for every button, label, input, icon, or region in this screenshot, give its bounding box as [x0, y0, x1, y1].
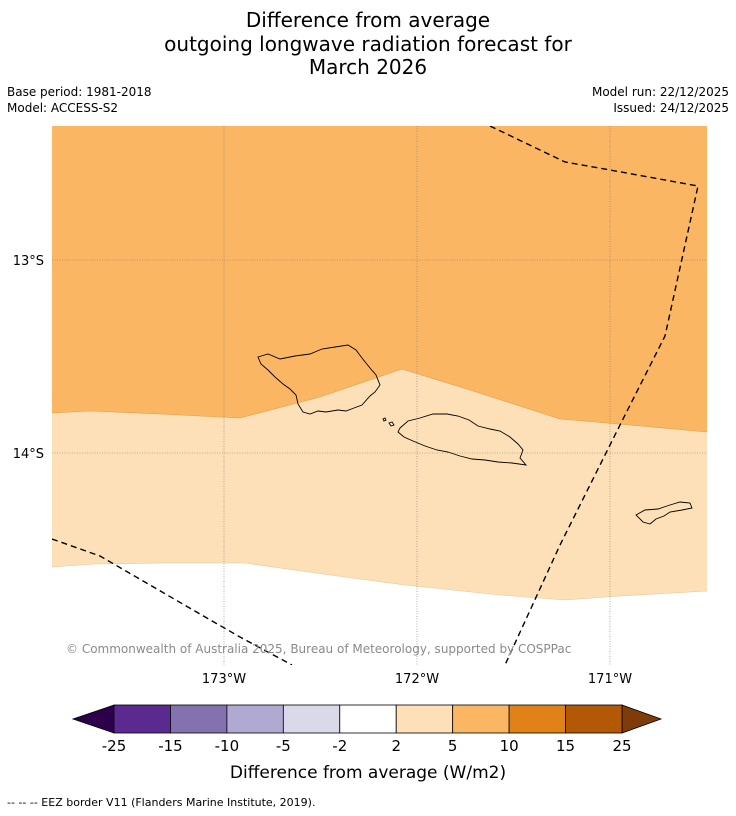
colorbar-segment — [508, 704, 566, 734]
colorbar-tick-label: -2 — [332, 737, 347, 755]
graticule — [52, 126, 707, 665]
model-label: Model: ACCESS-S2 — [7, 101, 119, 115]
model-run-label: Model run: 22/12/2025 — [591, 85, 729, 99]
colorbar-tick-label: -25 — [102, 737, 127, 755]
lon-label-171w: 171°W — [588, 672, 632, 687]
eez-legend-note: -- -- -- EEZ border V11 (Flanders Marine… — [7, 796, 316, 809]
colorbar-segment — [565, 704, 623, 734]
contour-2 — [52, 562, 707, 601]
colorbar-segment — [452, 704, 510, 734]
colorbar-segment — [395, 704, 454, 734]
map-title-line-2: outgoing longwave radiation forecast for — [164, 32, 572, 56]
eez-border — [52, 126, 699, 665]
colorbar: -25 -15 -10 -5 -2 2 5 10 15 25 Difference from av… — [71, 704, 663, 783]
colorbar-segment — [339, 704, 397, 734]
anomaly-band-5-to-10 — [52, 126, 707, 432]
map-title-line-3: March 2026 — [308, 55, 428, 79]
upolu-island — [397, 413, 528, 466]
colorbar-tick-label: -10 — [215, 737, 240, 755]
colorbar-segment — [282, 704, 341, 734]
contour-5 — [52, 368, 707, 433]
colorbar-segment — [226, 704, 284, 734]
colorbar-segment — [170, 704, 228, 734]
copyright-credit: © Commonwealth of Australia 2025, Bureau… — [66, 642, 571, 656]
lon-label-173w: 173°W — [202, 672, 246, 687]
base-period-label: Base period: 1981-2018 — [7, 85, 152, 99]
colorbar-tick-label: 2 — [391, 737, 401, 755]
colorbar-segment — [113, 704, 171, 734]
colorbar-tick-label: 10 — [500, 737, 519, 755]
colorbar-tick-label: -5 — [276, 737, 291, 755]
issued-label: Issued: 24/12/2025 — [613, 101, 729, 115]
lat-label-13s: 13°S — [13, 254, 44, 269]
lat-label-14s: 14°S — [13, 447, 44, 462]
lon-label-172w: 172°W — [395, 672, 439, 687]
manono-island — [382, 417, 387, 422]
forecast-map: © Commonwealth of Australia 2025, Bureau… — [13, 126, 707, 783]
colorbar-tick-label: 25 — [612, 737, 631, 755]
samoa-coastline — [257, 344, 693, 525]
colorbar-tick-label: 5 — [448, 737, 458, 755]
colorbar-label: Difference from average (W/m2) — [230, 763, 506, 783]
colorbar-tick-label: 15 — [556, 737, 575, 755]
savaii-island — [257, 344, 381, 415]
colorbar-extend-high — [621, 704, 663, 734]
map-title-line-1: Difference from average — [245, 8, 491, 32]
colorbar-tick-label: -15 — [158, 737, 183, 755]
colorbar-extend-low — [71, 704, 115, 734]
tutuila-island — [635, 501, 693, 525]
apolima-island — [388, 421, 395, 427]
